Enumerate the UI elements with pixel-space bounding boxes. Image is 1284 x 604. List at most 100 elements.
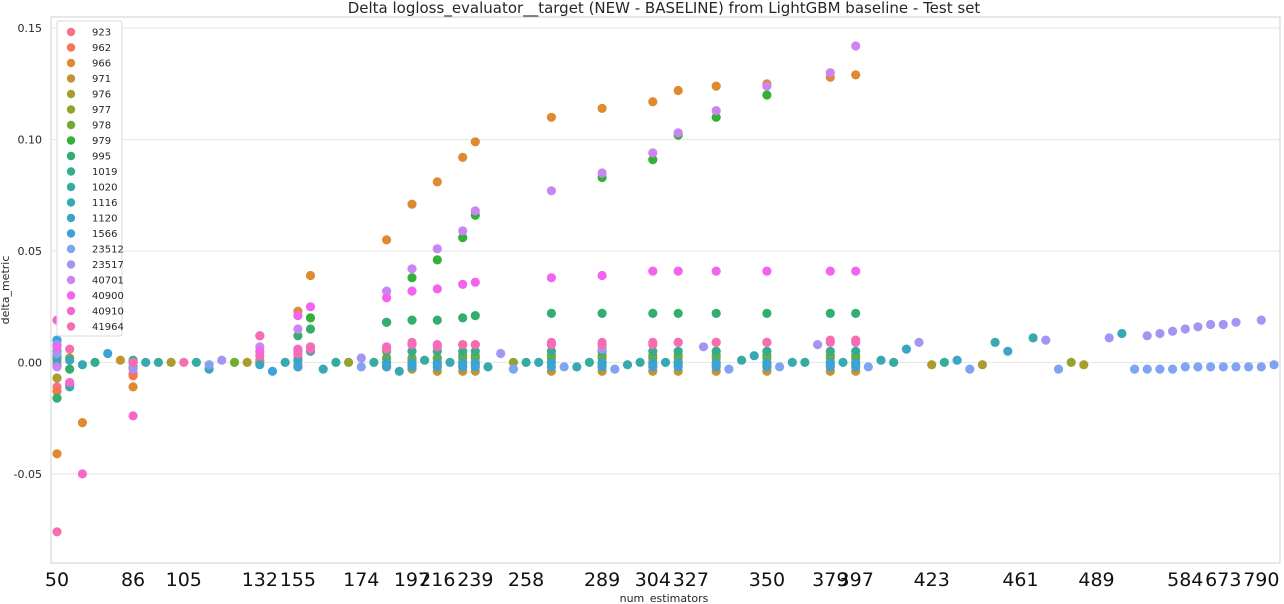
- legend-marker: [66, 167, 76, 176]
- data-point: [851, 70, 861, 80]
- legend-item: 40701: [66, 275, 124, 287]
- data-point: [775, 362, 785, 372]
- data-point: [1231, 317, 1241, 327]
- data-point: [458, 226, 468, 236]
- legend-label: 971: [92, 74, 111, 85]
- legend-item: 40910: [66, 307, 124, 318]
- legend-item: 962: [66, 43, 111, 54]
- data-point: [648, 362, 658, 372]
- legend-items: 923 962 966 971 976 977 978 979 995 1019 1020 1116 1…: [66, 28, 124, 333]
- data-point: [458, 152, 468, 162]
- x-tick-label: 304: [635, 569, 671, 591]
- x-tick-label: 461: [1002, 569, 1038, 591]
- data-point: [293, 331, 303, 341]
- data-point: [762, 90, 772, 100]
- data-point: [610, 364, 620, 374]
- data-point: [698, 342, 709, 352]
- data-point: [52, 362, 62, 372]
- data-point: [153, 357, 163, 367]
- data-point: [65, 377, 75, 388]
- x-tick-label: 790: [1243, 569, 1279, 591]
- legend-label: 41964: [92, 322, 124, 333]
- data-point: [1155, 364, 1165, 374]
- legend-item: 23512: [66, 245, 124, 256]
- data-point: [103, 348, 113, 359]
- legend-label: 995: [92, 152, 111, 163]
- series-23512: [52, 340, 1279, 374]
- data-point: [546, 340, 557, 350]
- x-axis-label: num_estimators: [620, 592, 709, 604]
- data-point: [77, 360, 87, 370]
- data-point: [711, 346, 721, 356]
- data-point: [749, 351, 759, 361]
- data-point: [990, 337, 1000, 347]
- data-point: [546, 308, 557, 318]
- data-point: [128, 371, 138, 381]
- legend-label: 23517: [92, 260, 124, 271]
- data-point: [508, 357, 518, 367]
- data-point: [546, 186, 557, 196]
- data-point: [1193, 362, 1203, 372]
- data-point: [407, 337, 417, 347]
- data-point: [382, 344, 392, 354]
- x-tick-label: 132: [242, 569, 278, 591]
- data-point: [229, 357, 240, 367]
- data-point: [648, 340, 658, 350]
- data-point: [432, 255, 442, 265]
- data-point: [1269, 360, 1279, 370]
- legend-marker: [66, 120, 76, 130]
- data-point: [914, 337, 924, 347]
- data-point: [1244, 362, 1254, 372]
- data-point: [762, 346, 772, 356]
- data-point: [470, 137, 480, 147]
- legend-label: 40910: [92, 307, 124, 318]
- data-point: [382, 286, 392, 296]
- y-tick-label: 0.15: [18, 22, 43, 35]
- data-point: [508, 364, 518, 374]
- data-point: [737, 355, 747, 365]
- data-point: [673, 128, 683, 138]
- data-point: [432, 342, 442, 352]
- legend-item: 1116: [66, 198, 117, 209]
- data-point: [889, 357, 899, 367]
- legend-label: 978: [92, 121, 111, 132]
- data-point: [204, 360, 214, 370]
- legend-marker: [66, 260, 76, 269]
- data-point: [584, 357, 595, 367]
- data-point: [382, 293, 392, 303]
- data-point: [851, 41, 861, 51]
- data-point: [483, 362, 493, 372]
- data-point: [648, 308, 658, 318]
- data-point: [305, 342, 316, 352]
- data-point: [115, 355, 125, 365]
- data-point: [407, 346, 417, 356]
- legend-item: 995: [66, 152, 111, 163]
- legend-item: 978: [66, 120, 111, 132]
- legend-marker: [66, 229, 76, 238]
- data-point: [432, 284, 442, 294]
- data-point: [534, 357, 544, 367]
- legend-marker: [66, 275, 76, 285]
- legend-label: 962: [92, 43, 111, 54]
- legend-label: 1120: [92, 214, 117, 225]
- data-point: [800, 357, 810, 367]
- data-point: [293, 324, 303, 334]
- data-point: [825, 346, 835, 356]
- x-tick-label: 86: [121, 569, 145, 591]
- data-point: [622, 360, 633, 370]
- data-point: [597, 340, 607, 350]
- legend-label: 1020: [92, 183, 117, 194]
- data-point: [825, 266, 835, 276]
- data-point: [927, 360, 937, 370]
- data-point: [52, 373, 62, 383]
- x-tick-label: 350: [749, 569, 785, 591]
- data-point: [432, 177, 442, 187]
- data-point: [711, 112, 721, 122]
- data-point: [52, 348, 62, 359]
- data-point: [1168, 326, 1178, 336]
- data-point: [597, 168, 607, 178]
- legend-item: 966: [66, 59, 111, 70]
- data-point: [65, 364, 75, 374]
- data-point: [191, 357, 201, 367]
